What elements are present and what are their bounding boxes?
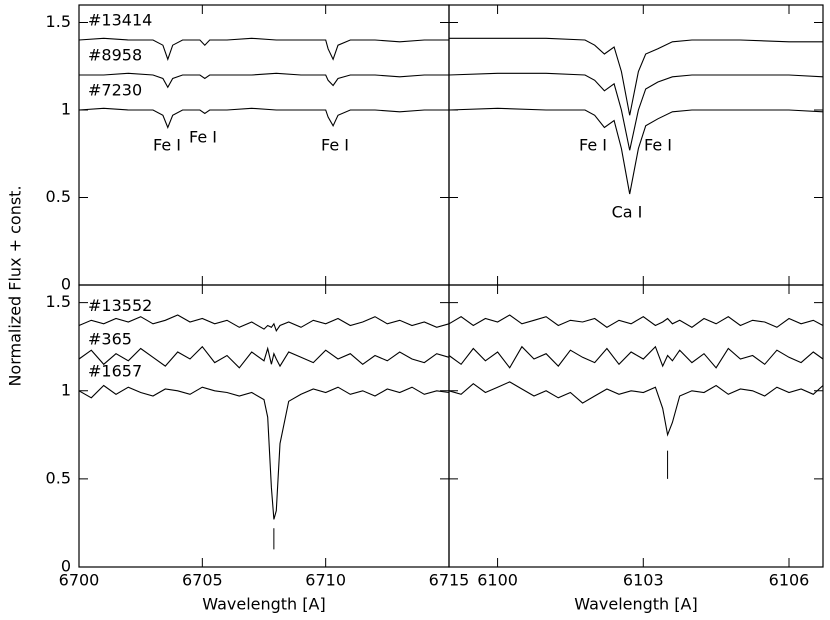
series-label: #365: [88, 330, 132, 349]
spectrum-line: [78, 37, 449, 61]
series-label: #7230: [88, 81, 142, 100]
spectrum-line: [78, 314, 450, 333]
y-axis-label: Normalized Flux + const.: [6, 185, 25, 386]
series-label: #13414: [88, 11, 152, 30]
panel-frame: [448, 284, 824, 568]
x-axis-label: Wavelength [A]: [202, 595, 325, 614]
y-tick-label: 0.5: [46, 187, 71, 206]
line-annotation: Fe I: [153, 136, 181, 155]
x-axis-label: Wavelength [A]: [574, 595, 697, 614]
spectrum-line: [449, 37, 823, 116]
spectrum-line: [448, 345, 824, 369]
spectrum-line: [448, 314, 824, 328]
x-tick-label: 6100: [477, 571, 518, 590]
spectrum-line: [79, 72, 449, 89]
spectrum-line: [78, 107, 449, 129]
y-tick-label: 0.5: [46, 468, 71, 487]
panel-frame: [78, 284, 450, 568]
panel-frame: [448, 4, 824, 286]
y-tick-label: 1.5: [46, 292, 71, 311]
x-tick-label: 6106: [769, 571, 810, 590]
spectrum-line: [448, 381, 824, 437]
spectrum-line: [448, 72, 824, 151]
spectrum-line: [78, 384, 450, 520]
spectrum-line: [448, 107, 824, 195]
x-tick-label: 6715: [429, 571, 470, 590]
line-annotation: Fe I: [321, 136, 349, 155]
series-label: #8958: [88, 46, 142, 65]
x-tick-label: 6103: [623, 571, 664, 590]
y-tick-label: 0: [61, 275, 71, 294]
spectrum-line: [78, 345, 450, 369]
line-annotation: Fe I: [189, 128, 217, 147]
y-tick-label: 1: [61, 380, 71, 399]
series-label: #13552: [88, 296, 152, 315]
x-tick-label: 6710: [305, 571, 346, 590]
y-tick-label: 0: [61, 557, 71, 576]
line-annotation: Ca I: [612, 203, 643, 222]
line-annotation: Fe I: [579, 136, 607, 155]
y-tick-label: 1: [61, 100, 71, 119]
line-annotation: Fe I: [644, 136, 672, 155]
series-label: #1657: [88, 361, 142, 380]
y-tick-label: 1.5: [46, 12, 71, 31]
x-tick-label: 6700: [59, 571, 100, 590]
x-tick-label: 6705: [182, 571, 223, 590]
